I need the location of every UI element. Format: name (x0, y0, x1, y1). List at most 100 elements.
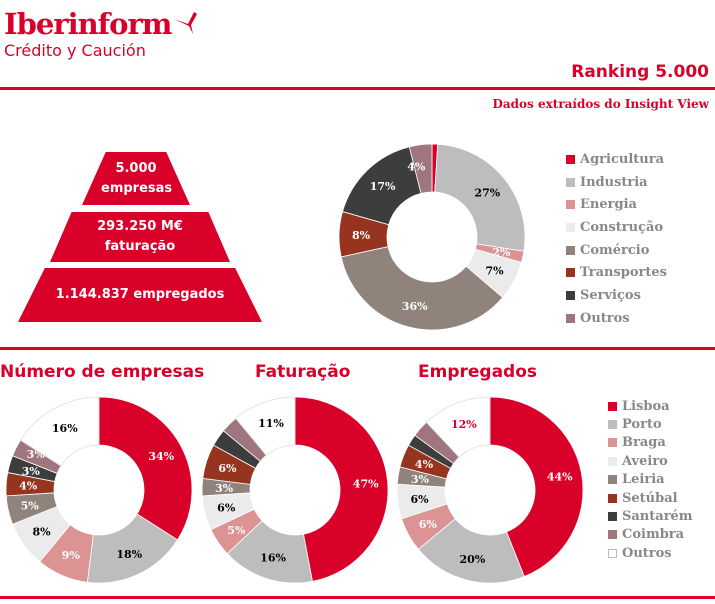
slice-comércio (340, 246, 504, 331)
slice-label: 36% (402, 300, 428, 313)
slice-label: 5% (227, 524, 246, 537)
legend-label: Leiria (622, 472, 665, 488)
slice-lisboa (294, 396, 389, 582)
legend-label: Outros (580, 310, 630, 326)
slice-label: 11% (258, 417, 284, 430)
legend-label: Coimbra (622, 527, 685, 543)
slice-label: 6% (419, 518, 438, 531)
legend-item: Energia (566, 193, 667, 216)
slice-industria (434, 143, 526, 252)
slice-lisboa (98, 396, 193, 541)
legend-item: Construção (566, 216, 667, 239)
employees-label: 1.144.837 empregados (55, 287, 225, 302)
slice-label: 44% (547, 471, 573, 484)
ranking-title: Ranking 5.000 (571, 62, 709, 82)
chart-title-employees: Empregados (418, 362, 538, 382)
legend-swatch (608, 475, 617, 485)
legend-item: Outros (566, 307, 667, 330)
legend-label: Porto (622, 417, 662, 433)
slice-label: 3% (22, 465, 41, 478)
region-legend: Lisboa Porto Braga Aveiro Leiria Setúbal Santa… (608, 397, 693, 563)
legend-item: Porto (608, 415, 693, 433)
legend-label: Construção (580, 219, 664, 235)
legend-swatch (608, 438, 617, 448)
legend-item: Industria (566, 171, 667, 194)
slice-outros (235, 396, 296, 456)
legend-swatch (608, 530, 617, 540)
legend-swatch (566, 177, 575, 187)
chart-title-revenue: Faturação (255, 362, 351, 382)
legend-item: Transportes (566, 261, 667, 284)
slice-outros (408, 143, 433, 194)
legend-label: Santarém (622, 509, 693, 525)
slice-label: 20% (459, 553, 485, 566)
slice-label: 3% (215, 482, 234, 495)
legend-item: Comércio (566, 239, 667, 262)
legend-swatch (608, 420, 617, 430)
pyramid-employees: 1.144.837 empregados (18, 268, 262, 322)
legend-item: Santarém (608, 507, 693, 525)
source-note: Dados extraídos do Insight View (492, 97, 709, 111)
slice-label: 3% (411, 473, 430, 486)
legend-label: Braga (622, 435, 666, 451)
slice-label: 12% (451, 418, 477, 431)
legend-label: Outros (622, 545, 672, 561)
legend-item: Lisboa (608, 397, 693, 415)
slice-label: 17% (370, 180, 396, 193)
slice-label: 4% (407, 161, 426, 174)
legend-label: Setúbal (622, 490, 678, 506)
legend-label: Aveiro (622, 453, 668, 469)
legend-swatch (566, 290, 575, 300)
slice-label: 16% (52, 422, 78, 435)
legend-label: Energia (580, 197, 637, 213)
chart-title-companies: Número de empresas (0, 362, 205, 382)
legend-swatch (608, 512, 617, 522)
legend-swatch (608, 548, 617, 558)
slice-label: 18% (116, 548, 142, 561)
legend-swatch (566, 245, 575, 255)
slice-label: 8% (33, 526, 52, 539)
slice-label: 6% (218, 462, 237, 475)
legend-swatch (566, 222, 575, 232)
sector-legend: Agricultura Industria Energia Construção Com… (566, 148, 667, 330)
legend-swatch (608, 456, 617, 466)
slice-label: 4% (19, 480, 38, 493)
logo: Iberinform Crédito y Caución (4, 7, 197, 60)
legend-label: Transportes (580, 265, 667, 281)
slice-label: 6% (411, 493, 430, 506)
legend-swatch (608, 401, 617, 411)
logo-bird-icon (174, 12, 197, 34)
pyramid-revenue: 293.250 M€ faturação (50, 212, 230, 262)
legend-item: Aveiro (608, 452, 693, 470)
logo-name: Iberinform (4, 7, 172, 41)
legend-swatch (566, 313, 575, 323)
legend-label: Lisboa (622, 398, 670, 414)
legend-item: Setúbal (608, 489, 693, 507)
legend-item: Braga (608, 434, 693, 452)
legend-swatch (566, 200, 575, 210)
legend-label: Agricultura (580, 151, 664, 167)
legend-swatch (566, 154, 575, 164)
divider (0, 596, 715, 599)
slice-label: 4% (415, 458, 434, 471)
legend-item: Serviços (566, 284, 667, 307)
legend-label: Industria (580, 174, 648, 190)
legend-swatch (608, 493, 617, 503)
legend-item: Leiria (608, 471, 693, 489)
legend-label: Comércio (580, 242, 650, 258)
slice-label: 7% (485, 265, 504, 278)
slice-label: 34% (148, 450, 174, 463)
slice-outros (19, 396, 100, 467)
legend-item: Outros (608, 544, 693, 562)
slice-lisboa (489, 396, 584, 577)
logo-subtitle: Crédito y Caución (4, 41, 146, 60)
slice-label: 16% (260, 552, 286, 565)
divider (0, 87, 715, 90)
divider (0, 347, 715, 350)
slice-label: 8% (352, 229, 371, 242)
slice-label: 6% (217, 502, 236, 515)
legend-swatch (566, 268, 575, 278)
companies-label: 5.000 empresas (101, 160, 173, 196)
